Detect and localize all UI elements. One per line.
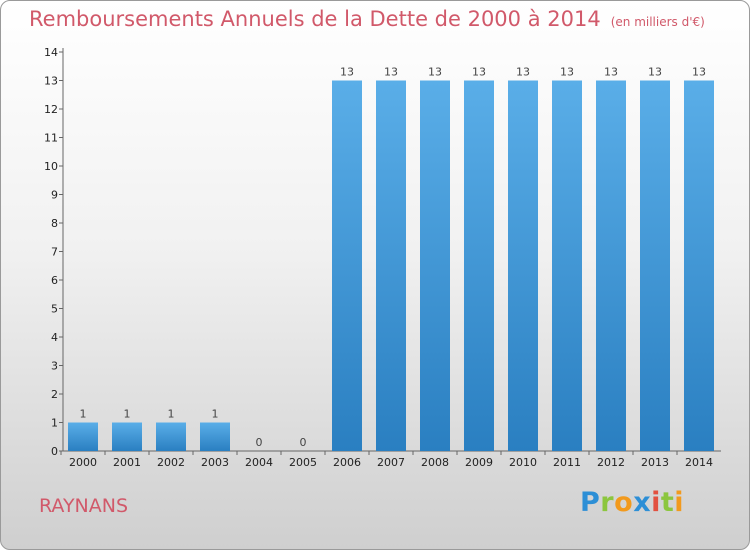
data-label: 1 (80, 408, 87, 421)
data-label: 13 (692, 66, 706, 79)
y-tick-label: 2 (51, 388, 58, 401)
data-label: 13 (648, 66, 662, 79)
y-tick-label: 7 (51, 246, 58, 259)
bar (68, 422, 98, 451)
bar (420, 80, 450, 451)
y-tick-label: 3 (51, 360, 58, 373)
x-tick-label: 2000 (69, 456, 97, 469)
x-tick-label: 2011 (553, 456, 581, 469)
commune-name: RAYNANS (39, 495, 129, 517)
data-label: 13 (428, 66, 442, 79)
x-tick-label: 2002 (157, 456, 185, 469)
x-tick-label: 2001 (113, 456, 141, 469)
bar (200, 422, 230, 451)
data-label: 13 (604, 66, 618, 79)
x-tick-label: 2004 (245, 456, 273, 469)
bar (552, 80, 582, 451)
data-label: 13 (516, 66, 530, 79)
data-label: 13 (384, 66, 398, 79)
y-tick-label: 13 (44, 75, 58, 88)
x-tick-label: 2009 (465, 456, 493, 469)
y-tick-label: 4 (51, 331, 58, 344)
x-tick-label: 2013 (641, 456, 669, 469)
data-label: 1 (168, 408, 175, 421)
y-tick-label: 0 (51, 445, 58, 458)
x-tick-label: 2014 (685, 456, 713, 469)
bar (640, 80, 670, 451)
chart-title: Remboursements Annuels de la Dette de 20… (29, 7, 705, 31)
data-label: 13 (560, 66, 574, 79)
data-label: 1 (212, 408, 219, 421)
y-tick-label: 12 (44, 103, 58, 116)
chart-title-text: Remboursements Annuels de la Dette de 20… (29, 7, 601, 31)
x-tick-label: 2008 (421, 456, 449, 469)
y-tick-label: 9 (51, 189, 58, 202)
proxiti-logo[interactable]: Proxiti (580, 487, 685, 518)
y-tick-label: 14 (44, 46, 58, 59)
y-tick-label: 6 (51, 274, 58, 287)
data-label: 0 (300, 436, 307, 449)
data-label: 0 (256, 436, 263, 449)
x-tick-label: 2003 (201, 456, 229, 469)
x-tick-label: 2010 (509, 456, 537, 469)
bar (332, 80, 362, 451)
data-label: 13 (340, 66, 354, 79)
data-labels: 1 1 1 1 0 0 13 13 13 13 13 13 13 13 13 (80, 66, 707, 450)
data-label: 1 (124, 408, 131, 421)
y-tick-label: 10 (44, 160, 58, 173)
bar (684, 80, 714, 451)
bars (68, 80, 714, 451)
bar (376, 80, 406, 451)
x-tick-label: 2007 (377, 456, 405, 469)
bar (156, 422, 186, 451)
chart-unit: (en milliers d'€) (610, 15, 705, 29)
x-tick-label: 2012 (597, 456, 625, 469)
data-label: 13 (472, 66, 486, 79)
bar (112, 422, 142, 451)
x-tick-label: 2006 (333, 456, 361, 469)
y-tick-label: 8 (51, 217, 58, 230)
bar (596, 80, 626, 451)
bar (508, 80, 538, 451)
y-tick-label: 5 (51, 303, 58, 316)
x-tick-label: 2005 (289, 456, 317, 469)
bar (464, 80, 494, 451)
y-tick-label: 1 (51, 417, 58, 430)
y-tick-label: 11 (44, 132, 58, 145)
